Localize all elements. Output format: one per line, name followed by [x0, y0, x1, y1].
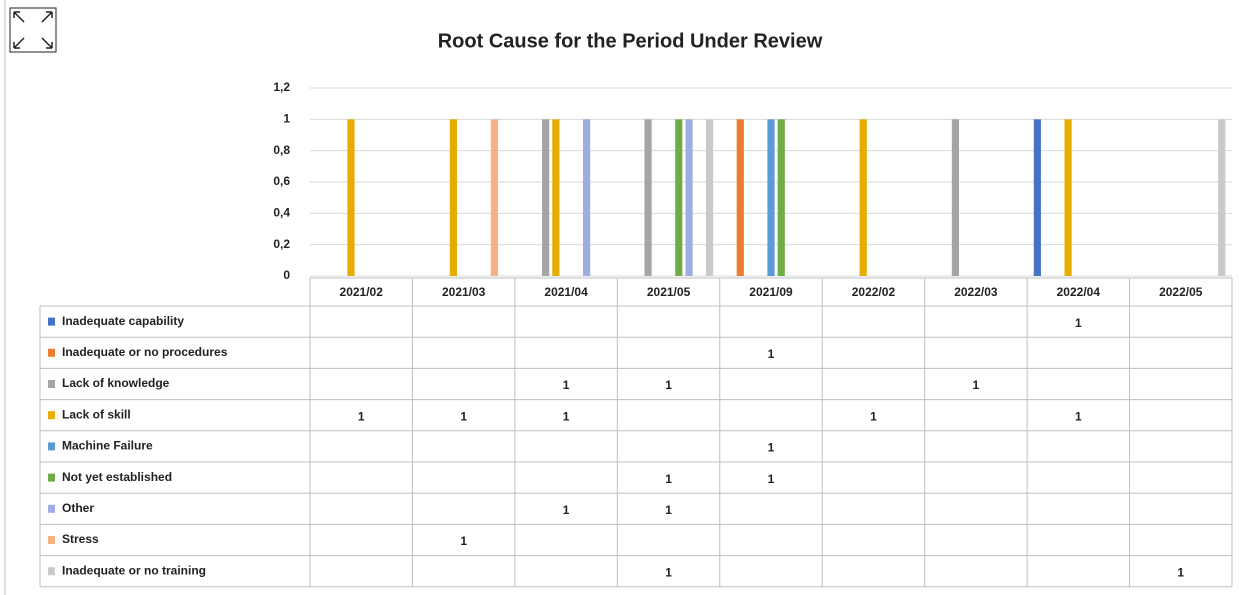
table-value: 1 [665, 503, 672, 517]
table-value: 1 [768, 472, 775, 486]
x-tick-label: 2021/02 [340, 285, 384, 299]
table-value: 1 [563, 409, 570, 423]
bar [777, 119, 785, 276]
legend-label: Inadequate capability [62, 314, 184, 328]
table-value: 1 [973, 378, 980, 392]
x-tick-label: 2022/04 [1057, 285, 1101, 299]
table-value: 1 [563, 503, 570, 517]
table-value: 1 [358, 409, 365, 423]
legend-label: Not yet established [62, 470, 172, 484]
bar [767, 119, 775, 276]
table-value: 1 [1177, 565, 1184, 579]
table-value: 1 [460, 409, 467, 423]
legend-swatch [48, 317, 55, 326]
table-value: 1 [665, 472, 672, 486]
legend-swatch [48, 411, 55, 420]
table-value: 1 [870, 409, 877, 423]
legend-swatch [48, 504, 55, 513]
bar [552, 119, 560, 276]
x-tick-label: 2021/03 [442, 285, 486, 299]
y-tick-label: 1,2 [273, 80, 290, 94]
legend-label: Lack of skill [62, 407, 131, 421]
legend-label: Inadequate or no training [62, 563, 206, 577]
bar [859, 119, 867, 276]
table-value: 1 [1075, 316, 1082, 330]
expand-icon[interactable] [9, 7, 57, 53]
table-value: 1 [665, 565, 672, 579]
bar [347, 119, 355, 276]
legend-label: Machine Failure [62, 439, 153, 453]
table-value: 1 [768, 347, 775, 361]
bar [705, 119, 714, 276]
x-tick-label: 2021/04 [544, 285, 588, 299]
table-value: 1 [665, 378, 672, 392]
bar [736, 119, 744, 276]
bar [583, 119, 591, 276]
table-value: 1 [563, 378, 570, 392]
legend-swatch [48, 380, 55, 388]
bar [951, 119, 959, 276]
bar [542, 119, 550, 276]
bar [490, 119, 498, 276]
y-tick-label: 0,4 [273, 206, 290, 220]
legend-swatch [48, 536, 55, 544]
legend-label: Other [62, 501, 94, 515]
bar [1064, 119, 1072, 276]
bar [644, 119, 652, 276]
y-tick-label: 0,8 [273, 143, 290, 157]
legend-swatch [48, 442, 55, 451]
x-tick-label: 2022/03 [954, 285, 998, 299]
y-tick-label: 0,2 [273, 237, 290, 251]
x-tick-label: 2022/05 [1159, 285, 1203, 299]
legend-swatch [48, 473, 55, 482]
legend-swatch [48, 348, 55, 357]
bar [675, 119, 683, 276]
table-value: 1 [460, 534, 467, 548]
bar [449, 119, 458, 276]
legend-label: Lack of knowledge [62, 376, 170, 390]
bar [1218, 119, 1226, 276]
x-tick-label: 2022/02 [852, 285, 896, 299]
y-tick-label: 0 [283, 268, 290, 282]
table-value: 1 [768, 441, 775, 455]
x-tick-label: 2021/05 [647, 285, 691, 299]
x-tick-label: 2021/09 [749, 285, 793, 299]
y-tick-label: 1 [283, 112, 290, 126]
y-tick-label: 0,6 [273, 174, 290, 188]
bar [1033, 119, 1041, 276]
legend-label: Stress [62, 532, 99, 546]
legend-swatch [48, 567, 55, 576]
bar [685, 119, 693, 276]
legend-label: Inadequate or no procedures [62, 345, 228, 359]
table-value: 1 [1075, 409, 1082, 423]
chart-title: Root Cause for the Period Under Review [438, 30, 823, 52]
